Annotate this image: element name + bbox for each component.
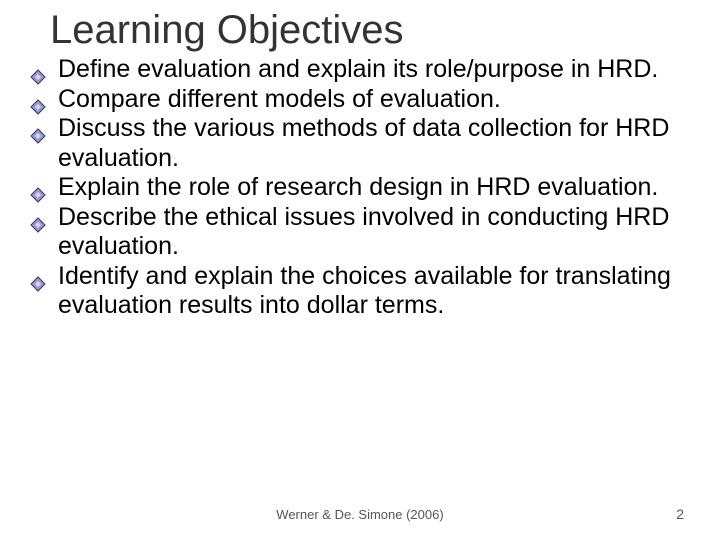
diamond-bullet-icon — [30, 211, 46, 227]
list-item-text: Describe the ethical issues involved in … — [58, 203, 669, 261]
diamond-bullet-icon — [30, 122, 46, 138]
list-item: Discuss the various methods of data coll… — [30, 114, 690, 173]
objectives-list: Define evaluation and explain its role/p… — [30, 55, 690, 321]
list-item-text: Discuss the various methods of data coll… — [58, 114, 669, 172]
page-number: 2 — [676, 506, 684, 522]
diamond-bullet-icon — [30, 63, 46, 79]
list-item: Identify and explain the choices availab… — [30, 262, 690, 321]
list-item-text: Identify and explain the choices availab… — [58, 262, 671, 320]
slide-container: Learning Objectives Define evaluation an… — [0, 0, 720, 540]
footer-citation: Werner & De. Simone (2006) — [0, 507, 720, 522]
list-item: Define evaluation and explain its role/p… — [30, 55, 690, 85]
list-item: Explain the role of research design in H… — [30, 173, 690, 203]
list-item: Compare different models of evaluation. — [30, 85, 690, 115]
list-item-text: Define evaluation and explain its role/p… — [58, 55, 658, 83]
list-item-text: Compare different models of evaluation. — [58, 85, 501, 113]
slide-title: Learning Objectives — [50, 8, 690, 53]
list-item-text: Explain the role of research design in H… — [58, 173, 658, 201]
diamond-bullet-icon — [30, 93, 46, 109]
diamond-bullet-icon — [30, 181, 46, 197]
diamond-bullet-icon — [30, 270, 46, 286]
list-item: Describe the ethical issues involved in … — [30, 203, 690, 262]
